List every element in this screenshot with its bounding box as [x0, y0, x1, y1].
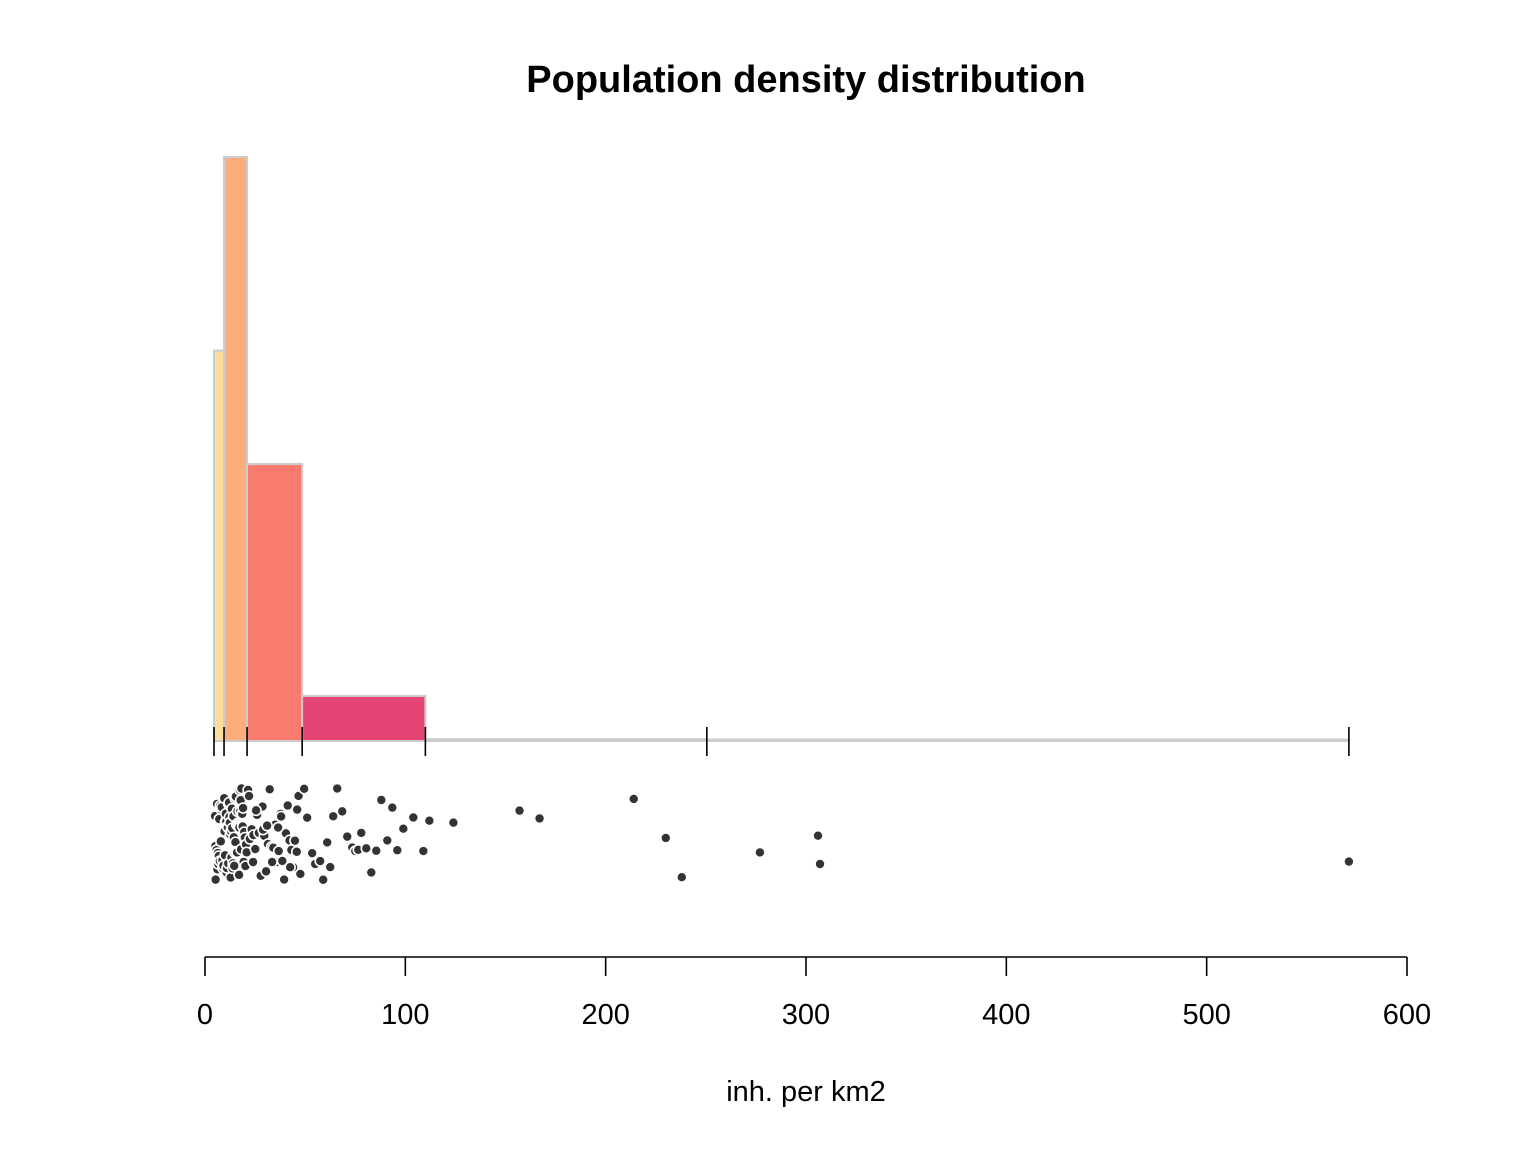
- data-point: [397, 822, 410, 835]
- data-point: [1343, 855, 1355, 868]
- data-point: [407, 811, 420, 824]
- data-point: [336, 805, 349, 818]
- data-point: [675, 871, 688, 884]
- data-point: [355, 827, 368, 839]
- data-point: [324, 861, 337, 873]
- data-point: [260, 865, 272, 878]
- data-point: [294, 868, 307, 880]
- data-point: [278, 873, 290, 886]
- data-point: [327, 810, 340, 823]
- x-tick-label: 300: [782, 999, 830, 1031]
- data-point: [381, 834, 394, 847]
- x-tick-label: 400: [982, 999, 1030, 1031]
- data-point: [301, 811, 313, 824]
- data-point: [341, 830, 354, 843]
- x-tick-label: 600: [1383, 999, 1431, 1031]
- data-point: [209, 873, 222, 886]
- data-point: [331, 782, 344, 795]
- x-tick-label: 200: [581, 999, 629, 1031]
- data-point: [447, 816, 460, 829]
- data-point: [513, 804, 526, 817]
- data-point: [391, 844, 404, 857]
- data-point: [261, 819, 273, 832]
- data-point: [243, 790, 255, 802]
- class-break-ticks: [213, 727, 1350, 756]
- x-axis: 0 100 200 300 400 500 600: [197, 956, 1431, 1031]
- histogram-bar: [213, 349, 226, 742]
- data-point: [370, 844, 383, 857]
- data-point: [365, 866, 378, 879]
- data-point: [814, 858, 826, 870]
- chart-title: Population density distribution: [526, 59, 1085, 101]
- data-point: [266, 856, 278, 868]
- data-point: [281, 799, 294, 812]
- x-tick-label: 100: [381, 999, 429, 1031]
- data-point: [228, 860, 241, 872]
- data-point: [284, 861, 296, 873]
- data-point: [247, 856, 259, 868]
- data-point: [812, 829, 824, 842]
- data-point: [215, 835, 227, 848]
- data-point: [289, 834, 301, 847]
- data-point: [317, 873, 329, 886]
- data-point: [237, 802, 249, 814]
- data-point: [272, 845, 285, 857]
- data-point: [249, 843, 262, 855]
- data-point: [306, 847, 318, 859]
- data-point: [423, 814, 436, 827]
- data-point: [375, 794, 388, 806]
- histogram-bar: [301, 694, 427, 742]
- data-point: [386, 801, 399, 814]
- data-point: [417, 845, 430, 857]
- data-point: [321, 836, 334, 849]
- data-point: [290, 845, 303, 858]
- data-point: [659, 832, 672, 844]
- data-point: [291, 803, 303, 816]
- data-point: [263, 783, 276, 796]
- data-point: [275, 810, 287, 823]
- data-point: [627, 793, 640, 805]
- x-tick-label: 500: [1182, 999, 1230, 1031]
- strip-plot: [208, 782, 1355, 886]
- histogram-bar: [246, 463, 304, 742]
- data-point: [272, 821, 284, 834]
- data-point: [314, 855, 326, 867]
- histogram-bar: [223, 156, 249, 742]
- x-axis-label: inh. per km2: [726, 1076, 886, 1108]
- data-point: [298, 783, 310, 795]
- data-point: [754, 846, 766, 859]
- data-point: [250, 804, 262, 817]
- x-tick-label: 0: [197, 999, 213, 1031]
- data-point: [533, 812, 546, 825]
- data-point: [233, 869, 245, 881]
- data-point: [360, 842, 373, 855]
- x-axis-ticks: 0 100 200 300 400 500 600: [197, 957, 1431, 1031]
- histogram-bars: [213, 156, 1350, 742]
